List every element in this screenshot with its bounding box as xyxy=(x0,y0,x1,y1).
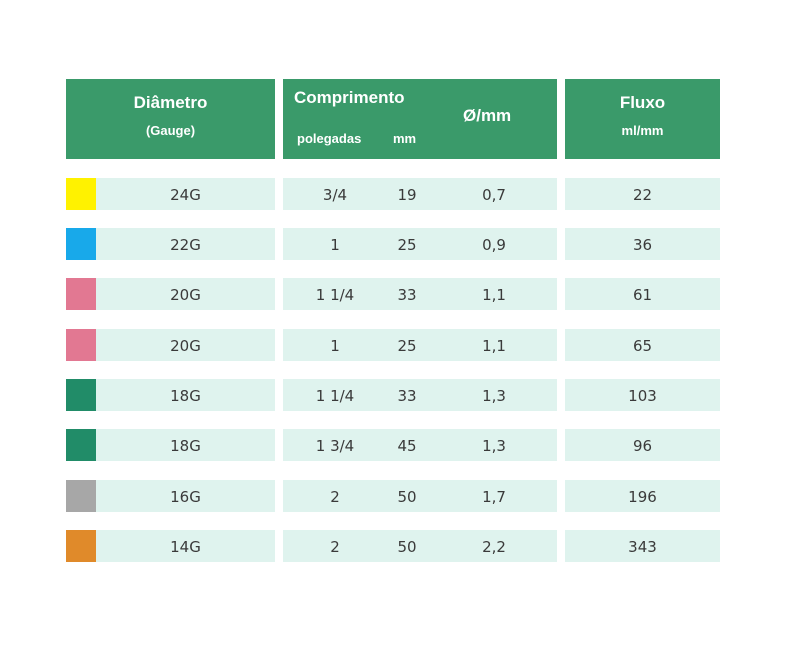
gauge-cell: 24G xyxy=(96,178,275,210)
diam-value: 1,7 xyxy=(482,488,506,506)
table-row: 20G 1 1/4 33 1,1 61 xyxy=(0,278,800,310)
comprimento-cell: 1 1/4 33 1,3 xyxy=(283,379,557,411)
header-diam-mm: Ø/mm xyxy=(463,106,512,125)
diam-value: 0,9 xyxy=(482,236,506,254)
comprimento-cell: 3/4 19 0,7 xyxy=(283,178,557,210)
comprimento-cell: 1 1/4 33 1,1 xyxy=(283,278,557,310)
gauge-value: 22G xyxy=(170,236,201,254)
comprimento-cell: 1 25 1,1 xyxy=(283,329,557,361)
polegadas-value: 2 xyxy=(330,538,340,556)
polegadas-value: 2 xyxy=(330,488,340,506)
comprimento-cell: 2 50 1,7 xyxy=(283,480,557,512)
mm-value: 50 xyxy=(397,538,417,556)
header-gauge-label: (Gauge) xyxy=(145,123,196,138)
fluxo-cell: 343 xyxy=(565,530,720,562)
gauge-value: 18G xyxy=(170,437,201,455)
gauge-cell: 16G xyxy=(96,480,275,512)
color-swatch xyxy=(66,178,96,210)
diam-value: 1,1 xyxy=(482,337,506,355)
mm-value: 45 xyxy=(397,437,417,455)
fluxo-value: 96 xyxy=(632,437,653,455)
mm-value: 25 xyxy=(397,337,417,355)
header-diametro: Diâmetro (Gauge) xyxy=(66,79,275,159)
gauge-value: 24G xyxy=(170,186,201,204)
fluxo-value: 61 xyxy=(632,286,653,304)
fluxo-cell: 22 xyxy=(565,178,720,210)
mm-value: 25 xyxy=(397,236,417,254)
header-diametro-title: Diâmetro xyxy=(133,93,208,112)
fluxo-cell: 196 xyxy=(565,480,720,512)
mm-value: 19 xyxy=(397,186,417,204)
fluxo-value: 65 xyxy=(632,337,653,355)
diam-value: 1,3 xyxy=(482,387,506,405)
gauge-cell: 18G xyxy=(96,429,275,461)
comprimento-cell: 1 3/4 45 1,3 xyxy=(283,429,557,461)
fluxo-cell: 65 xyxy=(565,329,720,361)
polegadas-value: 1 1/4 xyxy=(315,286,355,304)
table-row: 16G 2 50 1,7 196 xyxy=(0,480,800,512)
header-ml-mm-label: ml/mm xyxy=(621,123,664,138)
fluxo-value: 196 xyxy=(628,488,657,506)
mm-value: 50 xyxy=(397,488,417,506)
table-row: 18G 1 1/4 33 1,3 103 xyxy=(0,379,800,411)
fluxo-cell: 36 xyxy=(565,228,720,260)
table-row: 14G 2 50 2,2 343 xyxy=(0,530,800,562)
table-row: 22G 1 25 0,9 36 xyxy=(0,228,800,260)
header-mm-label: mm xyxy=(393,131,417,146)
header-polegadas-label: polegadas xyxy=(297,131,362,146)
color-swatch xyxy=(66,278,96,310)
gauge-cell: 20G xyxy=(96,329,275,361)
header-comprimento: Comprimento polegadas mm Ø/mm xyxy=(283,79,557,159)
polegadas-value: 1 xyxy=(330,236,340,254)
diam-value: 0,7 xyxy=(482,186,506,204)
fluxo-cell: 96 xyxy=(565,429,720,461)
mm-value: 33 xyxy=(397,387,417,405)
color-swatch xyxy=(66,480,96,512)
mm-value: 33 xyxy=(397,286,417,304)
table-row: 24G 3/4 19 0,7 22 xyxy=(0,178,800,210)
color-swatch xyxy=(66,429,96,461)
table-row: 18G 1 3/4 45 1,3 96 xyxy=(0,429,800,461)
diam-value: 2,2 xyxy=(482,538,506,556)
gauge-cell: 18G xyxy=(96,379,275,411)
color-swatch xyxy=(66,379,96,411)
header-fluxo: Fluxo ml/mm xyxy=(565,79,720,159)
gauge-value: 14G xyxy=(170,538,201,556)
polegadas-value: 1 3/4 xyxy=(315,437,355,455)
gauge-cell: 14G xyxy=(96,530,275,562)
fluxo-cell: 103 xyxy=(565,379,720,411)
fluxo-value: 36 xyxy=(632,236,653,254)
comprimento-cell: 2 50 2,2 xyxy=(283,530,557,562)
fluxo-value: 103 xyxy=(628,387,657,405)
fluxo-cell: 61 xyxy=(565,278,720,310)
gauge-value: 20G xyxy=(170,286,201,304)
fluxo-value: 22 xyxy=(632,186,653,204)
diam-value: 1,3 xyxy=(482,437,506,455)
table-row: 20G 1 25 1,1 65 xyxy=(0,329,800,361)
diam-value: 1,1 xyxy=(482,286,506,304)
color-swatch xyxy=(66,329,96,361)
gauge-cell: 20G xyxy=(96,278,275,310)
polegadas-value: 3/4 xyxy=(322,186,348,204)
gauge-cell: 22G xyxy=(96,228,275,260)
polegadas-value: 1 1/4 xyxy=(315,387,355,405)
header-fluxo-title: Fluxo xyxy=(619,93,666,112)
color-swatch xyxy=(66,530,96,562)
fluxo-value: 343 xyxy=(628,538,657,556)
header-comprimento-title: Comprimento xyxy=(294,88,405,107)
gauge-value: 16G xyxy=(170,488,201,506)
gauge-value: 20G xyxy=(170,337,201,355)
color-swatch xyxy=(66,228,96,260)
gauge-value: 18G xyxy=(170,387,201,405)
polegadas-value: 1 xyxy=(330,337,340,355)
comprimento-cell: 1 25 0,9 xyxy=(283,228,557,260)
